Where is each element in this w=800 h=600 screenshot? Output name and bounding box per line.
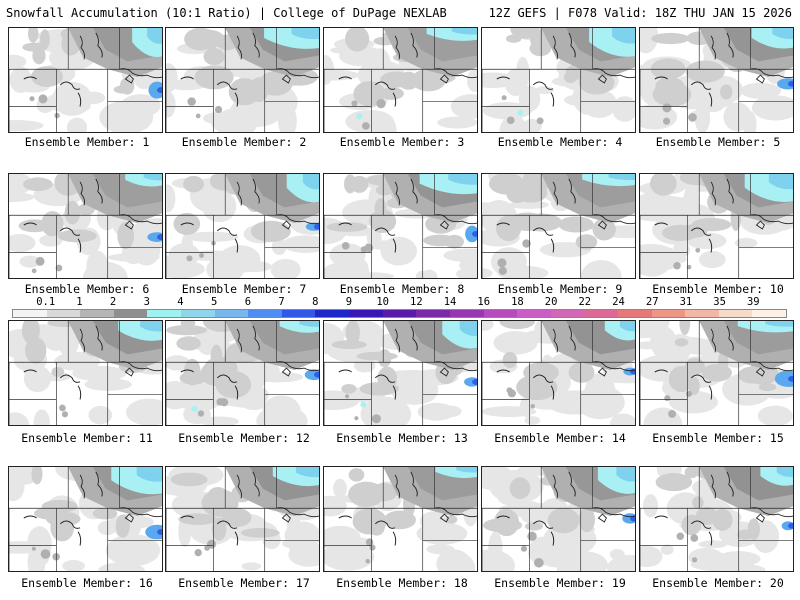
colorbar-tick-label: 16 bbox=[477, 296, 491, 308]
colorbar-tick-label: 4 bbox=[177, 296, 184, 308]
ensemble-member-map bbox=[323, 466, 478, 572]
colorbar-segment bbox=[382, 310, 417, 317]
ensemble-member-label: Ensemble Member: 4 bbox=[497, 135, 623, 149]
ensemble-member-map bbox=[323, 320, 478, 426]
colorbar-segment bbox=[685, 310, 719, 317]
ensemble-member-label: Ensemble Member: 5 bbox=[655, 135, 781, 149]
ensemble-member-label: Ensemble Member: 3 bbox=[339, 135, 465, 149]
model-run-info: 12Z GEFS | F078 Valid: 18Z THU JAN 15 20… bbox=[488, 6, 792, 20]
ensemble-member-label: Ensemble Member: 13 bbox=[336, 431, 468, 445]
colorbar-segment bbox=[80, 310, 114, 317]
colorbar-segment bbox=[181, 310, 215, 317]
ensemble-member-map bbox=[8, 173, 163, 279]
ensemble-member-map bbox=[481, 173, 636, 279]
ensemble-member-map bbox=[639, 173, 794, 279]
ensemble-member-label: Ensemble Member: 1 bbox=[24, 135, 150, 149]
colorbar-segment bbox=[752, 310, 787, 317]
colorbar-tick-label: 10 bbox=[376, 296, 389, 308]
ensemble-member-label: Ensemble Member: 18 bbox=[336, 576, 468, 590]
colorbar-segment bbox=[550, 310, 585, 317]
ensemble-member-map bbox=[165, 466, 320, 572]
colorbar-tick-label: 20 bbox=[544, 296, 558, 308]
colorbar-tick-label: 9 bbox=[345, 296, 353, 308]
ensemble-member-map bbox=[165, 173, 320, 279]
colorbar-tick-label: 24 bbox=[612, 296, 625, 308]
colorbar-tick-label: 22 bbox=[578, 296, 592, 308]
colorbar-segment bbox=[248, 310, 282, 317]
ensemble-member-label: Ensemble Member: 9 bbox=[497, 282, 623, 296]
colorbar-segment bbox=[584, 310, 618, 317]
ensemble-member-map bbox=[8, 27, 163, 133]
ensemble-member-label: Ensemble Member: 16 bbox=[21, 576, 153, 590]
colorbar-tick-label: 0.1 bbox=[36, 296, 56, 308]
ensemble-member-label: Ensemble Member: 6 bbox=[24, 282, 150, 296]
colorbar-segment bbox=[483, 310, 518, 317]
ensemble-member-label: Ensemble Member: 8 bbox=[339, 282, 465, 296]
colorbar-tick-label: 6 bbox=[244, 296, 252, 308]
colorbar-segment bbox=[718, 310, 753, 317]
colorbar-segment bbox=[147, 310, 182, 317]
colorbar-segment bbox=[651, 310, 686, 317]
colorbar-tick-label: 31 bbox=[679, 296, 693, 308]
ensemble-member-label: Ensemble Member: 7 bbox=[181, 282, 307, 296]
colorbar-segment bbox=[214, 310, 249, 317]
colorbar-segment bbox=[46, 310, 81, 317]
ensemble-member-map bbox=[8, 320, 163, 426]
ensemble-member-label: Ensemble Member: 12 bbox=[178, 431, 310, 445]
ensemble-member-label: Ensemble Member: 20 bbox=[652, 576, 784, 590]
ensemble-member-label: Ensemble Member: 2 bbox=[181, 135, 307, 149]
colorbar-tick-label: 1 bbox=[76, 296, 83, 308]
ensemble-member-map bbox=[165, 320, 320, 426]
colorbar-segment bbox=[113, 310, 148, 317]
colorbar-tick-label: 3 bbox=[143, 296, 150, 308]
colorbar-tick-label: 7 bbox=[278, 296, 285, 308]
colorbar-tick-label: 5 bbox=[211, 296, 218, 308]
colorbar-tick-label: 27 bbox=[645, 296, 659, 308]
colorbar-scale bbox=[12, 309, 787, 318]
colorbar-tick-label: 18 bbox=[511, 296, 524, 308]
ensemble-member-label: Ensemble Member: 15 bbox=[652, 431, 784, 445]
ensemble-member-label: Ensemble Member: 10 bbox=[652, 282, 784, 296]
ensemble-member-label: Ensemble Member: 19 bbox=[494, 576, 626, 590]
chart-title: Snowfall Accumulation (10:1 Ratio) | Col… bbox=[6, 6, 447, 20]
ensemble-member-map bbox=[639, 320, 794, 426]
colorbar-tick-label: 12 bbox=[410, 296, 423, 308]
ensemble-member-label: Ensemble Member: 14 bbox=[494, 431, 626, 445]
ensemble-member-map bbox=[639, 466, 794, 572]
colorbar-tick-label: 14 bbox=[443, 296, 457, 308]
colorbar-labels: 0.1 1 2 3 4 5 6 7 8 9 10 12 14 16 18 20 22 24 27 31 35 39 bbox=[0, 296, 800, 308]
colorbar-tick-label: 39 bbox=[746, 296, 760, 308]
ensemble-member-map bbox=[323, 27, 478, 133]
ensemble-member-map bbox=[481, 466, 636, 572]
colorbar-segment bbox=[449, 310, 484, 317]
colorbar-segment bbox=[315, 310, 350, 317]
ensemble-member-map bbox=[323, 173, 478, 279]
colorbar-segment bbox=[617, 310, 652, 317]
ensemble-member-map bbox=[8, 466, 163, 572]
colorbar-segment bbox=[517, 310, 551, 317]
colorbar-segment bbox=[349, 310, 383, 317]
colorbar-segment bbox=[416, 310, 450, 317]
colorbar-tick-label: 35 bbox=[713, 296, 726, 308]
ensemble-member-map bbox=[639, 27, 794, 133]
snowfall-colorbar: 0.1 1 2 3 4 5 6 7 8 9 10 12 14 16 18 20 22 24 27 31 35 39 bbox=[0, 296, 800, 320]
colorbar-tick-label: 8 bbox=[312, 296, 319, 308]
ensemble-member-map bbox=[165, 27, 320, 133]
ensemble-member-label: Ensemble Member: 17 bbox=[178, 576, 310, 590]
colorbar-segment bbox=[281, 310, 316, 317]
colorbar-segment bbox=[13, 310, 47, 317]
ensemble-member-label: Ensemble Member: 11 bbox=[21, 431, 153, 445]
ensemble-member-map bbox=[481, 320, 636, 426]
ensemble-member-map bbox=[481, 27, 636, 133]
colorbar-tick-label: 2 bbox=[109, 296, 117, 308]
